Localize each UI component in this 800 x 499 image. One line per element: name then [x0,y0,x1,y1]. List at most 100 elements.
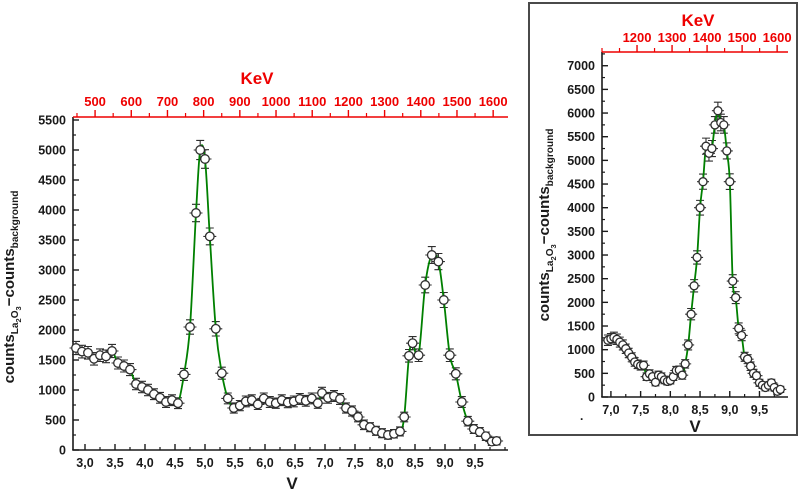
y-axis-title-part: La [545,260,556,272]
data-point [491,436,502,446]
data-point [444,350,455,361]
y-axis-title-part: La [10,322,21,334]
data-point [101,351,111,362]
kev-axis-title: KeV [240,69,274,88]
x-tick-label: 8,5 [691,403,708,417]
y-tick-label: 5000 [567,154,595,168]
x-tick-label: 4,0 [136,456,153,470]
data-point [125,364,135,375]
data-point [222,393,233,404]
kev-tick-label: 700 [157,94,179,109]
y-axis-title: countsLa2O3−countsbackground [536,129,558,322]
x-axis-title: V [286,474,298,493]
y-tick-label: 5500 [38,114,66,128]
data-point [677,370,687,380]
y-tick-label: 2500 [567,272,595,286]
y-tick-label: 1000 [567,343,595,357]
data-point [450,368,461,379]
data-point [698,177,708,187]
y-tick-label: 5000 [38,144,66,158]
data-point [413,350,424,361]
data-point [686,309,696,319]
data-point [404,350,414,361]
kev-tick-label: 1500 [728,30,757,45]
y-axis-title-part: counts [536,186,553,235]
x-tick-label: 6,0 [256,456,273,470]
data-point [731,292,741,303]
stray-mark: . [580,409,583,423]
data-point [480,431,491,442]
data-point [638,360,649,370]
data-point [185,322,195,332]
y-axis-title-part: 2 [549,256,558,260]
data-point [719,120,729,130]
kev-tick-label: 900 [229,94,251,109]
y-tick-label: 2000 [567,296,595,310]
data-point [426,250,437,260]
y-axis-title-part: 3 [14,306,23,310]
data-point [335,394,345,404]
y-axis-title-part: − [1,297,18,306]
y-tick-label: 1000 [38,384,66,398]
data-point [107,346,117,356]
y-tick-label: 4000 [38,204,66,218]
y-axis-title-part: counts [1,248,18,297]
y-axis-title-part: counts [1,334,18,383]
data-point [347,406,357,416]
y-axis-title-part: − [536,235,553,244]
main-chart: 3,0 3,5 4,0 4,5 5,0 5,5 6,0 6,5 7,0 7,5 8,0 8,5 9,0 9… [1,69,508,493]
y-tick-label: 500 [45,414,66,428]
data-point [420,280,431,290]
y-axis-title-part: background [10,191,21,249]
data-point [407,338,418,349]
data-point [456,397,467,407]
kev-tick-label: 1500 [443,94,472,109]
data-point [438,295,449,305]
y-tick-label: 3000 [567,249,595,263]
y-tick-label: 1500 [567,320,595,334]
y-tick-label: 2000 [38,324,66,338]
data-point [722,146,732,156]
x-tick-label: 7,5 [632,403,649,417]
data-point [725,177,735,187]
x-axis-title: V [689,417,701,434]
kev-tick-label: 1600 [479,94,508,109]
data-point [353,412,363,422]
kev-tick-label: 1000 [262,94,291,109]
inset-chart: 7,0 7,5 8,0 8,5 9,0 9,5 0 500 1000 1500 2000 2500 30… [536,11,792,436]
kev-tick-label: 1300 [370,94,399,109]
y-tick-label: 500 [574,367,595,381]
x-tick-label: 3,0 [76,456,93,470]
kev-tick-label: 500 [84,94,106,109]
data-point [707,143,717,154]
inset-panel: 7,0 7,5 8,0 8,5 9,0 9,5 0 500 1000 1500 2000 2500 30… [528,2,798,436]
data-point [736,330,747,341]
data-point [210,323,221,334]
y-tick-label: 3000 [38,264,66,278]
x-tick-label: 4,5 [166,456,183,470]
x-tick-label: 3,5 [106,456,123,470]
data-point [395,426,405,437]
data-point [312,398,323,409]
x-tick-label: 9,5 [466,456,483,470]
data-point [83,347,93,358]
data-point [713,106,723,116]
data-point [692,252,702,263]
y-tick-label: 6500 [567,83,595,97]
data-point [191,208,201,218]
y-tick-label: 5500 [567,130,595,144]
y-axis-title-part: counts [536,272,553,321]
y-tick-label: 4000 [567,201,595,215]
data-point [200,154,210,164]
y-tick-label: 0 [588,391,595,405]
data-point [695,203,705,213]
y-axis-title-part: 3 [549,244,558,248]
y-axis-title-part: O [10,310,21,318]
kev-tick-label: 1400 [406,94,435,109]
x-tick-label: 6,5 [286,456,303,470]
data-point [252,399,263,410]
data-point [728,276,738,286]
data-point [173,398,183,409]
x-tick-label: 7,0 [602,403,619,417]
